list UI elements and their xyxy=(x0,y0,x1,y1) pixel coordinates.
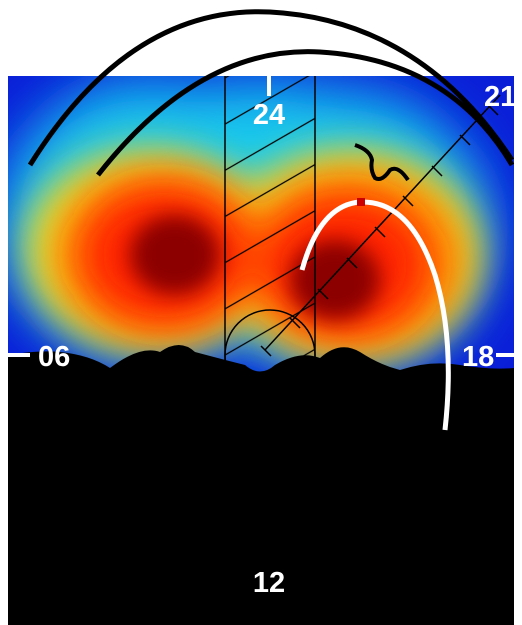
label-12: 12 xyxy=(253,567,285,599)
center-circle xyxy=(224,309,316,401)
inner-arc xyxy=(96,49,515,177)
label-06: 06 xyxy=(38,341,70,373)
squiggle-mark xyxy=(354,143,410,182)
label-24: 24 xyxy=(253,99,285,131)
label-18: 18 xyxy=(462,341,494,373)
clock-ticks xyxy=(0,76,522,357)
radial-axis-ticks xyxy=(260,104,499,357)
night-side-region xyxy=(8,345,514,625)
oval-marker xyxy=(357,198,365,206)
oval-boundary-curve xyxy=(299,199,451,431)
label-21: 21 xyxy=(484,81,516,113)
outer-arc xyxy=(27,9,515,167)
radial-axis-line xyxy=(264,94,501,351)
